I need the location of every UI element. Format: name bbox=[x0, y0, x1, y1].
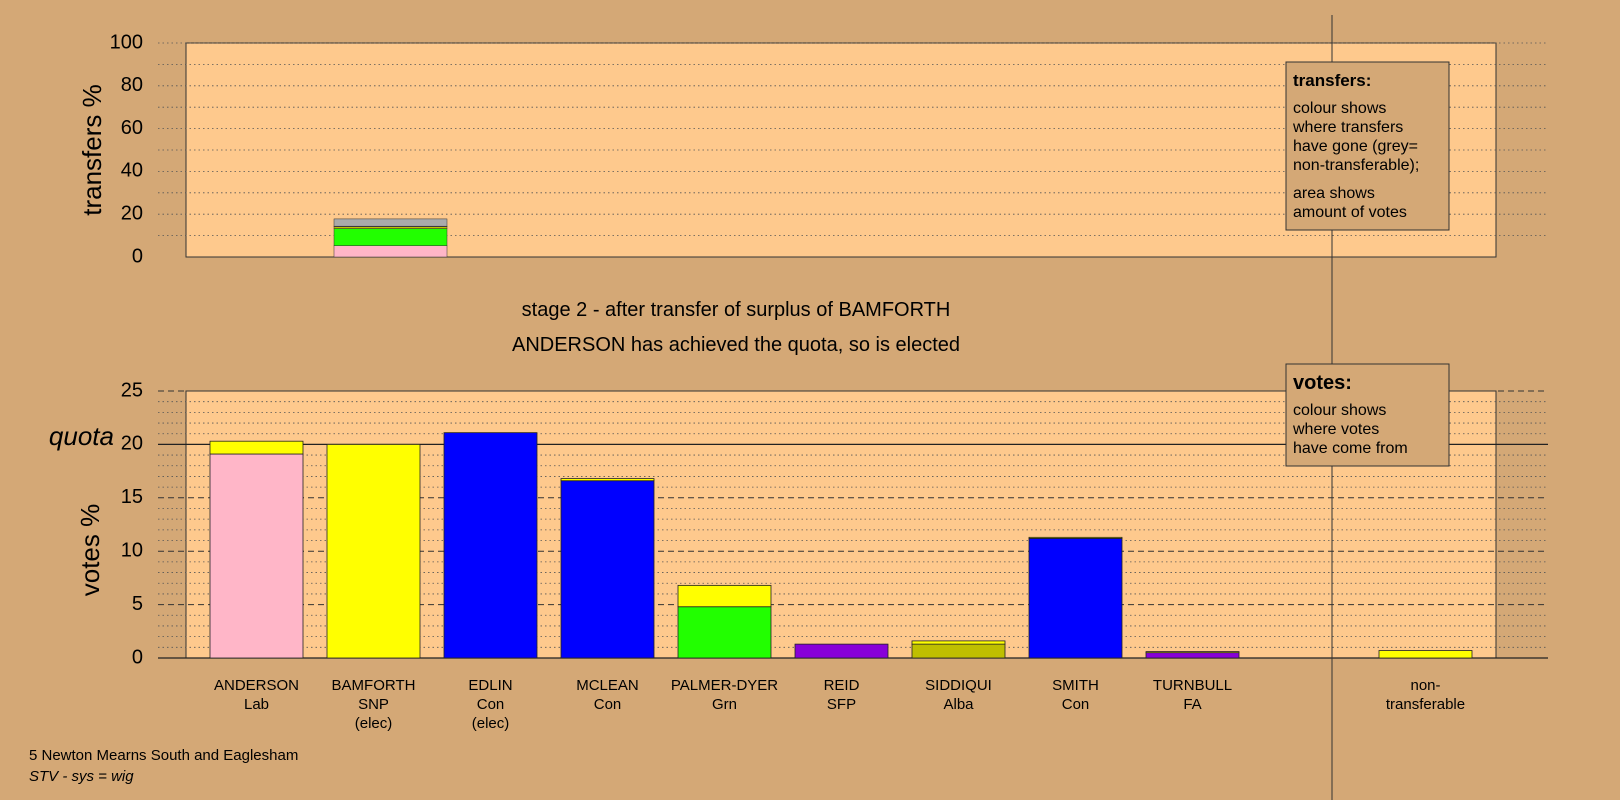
candidate-name: REID bbox=[824, 677, 860, 694]
transfers-legend-line: amount of votes bbox=[1293, 204, 1407, 221]
vote-segment bbox=[1145, 652, 1240, 659]
transfers-legend-line: where transfers bbox=[1292, 119, 1403, 136]
ward-name: 5 Newton Mearns South and Eaglesham bbox=[29, 747, 298, 764]
vote-segment bbox=[1028, 536, 1123, 539]
votes-legend-title: votes: bbox=[1293, 372, 1352, 394]
candidate-party: FA bbox=[1183, 696, 1201, 713]
votes-bars bbox=[209, 432, 1473, 659]
vote-segment bbox=[326, 443, 421, 659]
transfer-segment bbox=[333, 245, 448, 258]
vote-segment bbox=[209, 440, 304, 455]
nontransferable-label: transferable bbox=[1386, 696, 1465, 713]
candidate-labels: ANDERSON Lab BAMFORTH SNP (elec) EDLIN Con (ele… bbox=[214, 677, 1465, 732]
votes-tick-label: 20 bbox=[121, 433, 143, 455]
candidate-label: MCLEAN Con bbox=[576, 677, 639, 713]
candidate-party: SFP bbox=[827, 696, 856, 713]
votes-legend-line: colour shows bbox=[1293, 402, 1386, 419]
transfer-segment bbox=[333, 218, 448, 227]
transfers-tick-label: 20 bbox=[121, 202, 143, 224]
transfers-tick-label: 60 bbox=[121, 117, 143, 139]
candidate-party: Con bbox=[1062, 696, 1090, 713]
vote-segment bbox=[1028, 537, 1123, 659]
vote-segment bbox=[443, 432, 538, 659]
vote-segment bbox=[911, 643, 1006, 659]
votes-tick-labels: 0 5 10 15 20 25 bbox=[121, 379, 143, 668]
candidate-label: ANDERSON Lab bbox=[214, 677, 299, 713]
vote-segment bbox=[677, 606, 772, 659]
votes-tick-label: 0 bbox=[132, 646, 143, 668]
candidate-party: Alba bbox=[943, 696, 974, 713]
vote-segment bbox=[794, 643, 889, 659]
vote-segment bbox=[560, 478, 655, 482]
candidate-name: SIDDIQUI bbox=[925, 677, 992, 694]
transfers-tick-labels: 0 20 40 60 80 100 bbox=[110, 31, 143, 267]
transfers-tick-label: 80 bbox=[121, 74, 143, 96]
transfers-legend-line: non-transferable); bbox=[1293, 157, 1419, 174]
votes-tick-label: 15 bbox=[121, 486, 143, 508]
candidate-label: BAMFORTH SNP (elec) bbox=[332, 677, 416, 732]
transfers-legend-line: have gone (grey= bbox=[1293, 138, 1418, 155]
candidate-label: REID SFP bbox=[824, 677, 860, 713]
transfers-tick-label: 40 bbox=[121, 160, 143, 182]
candidate-label: PALMER-DYER Grn bbox=[671, 677, 778, 713]
vote-segment bbox=[560, 480, 655, 659]
candidate-name: EDLIN bbox=[468, 677, 512, 694]
candidate-label: EDLIN Con (elec) bbox=[468, 677, 512, 732]
votes-chart: 0 5 10 15 20 25 votes % quota bbox=[49, 379, 1548, 668]
quota-label: quota bbox=[49, 421, 114, 451]
candidate-label: SMITH Con bbox=[1052, 677, 1099, 713]
candidate-party: Lab bbox=[244, 696, 269, 713]
candidate-status: (elec) bbox=[355, 715, 393, 732]
candidate-name: SMITH bbox=[1052, 677, 1099, 694]
candidate-party: Grn bbox=[712, 696, 737, 713]
transfers-legend-line: colour shows bbox=[1293, 100, 1386, 117]
votes-legend-box bbox=[1285, 363, 1450, 467]
vote-segment bbox=[911, 640, 1006, 645]
candidate-party: SNP bbox=[358, 696, 389, 713]
candidate-party: Con bbox=[594, 696, 622, 713]
candidate-label: SIDDIQUI Alba bbox=[925, 677, 992, 713]
candidate-status: (elec) bbox=[472, 715, 510, 732]
voting-system: STV - sys = wig bbox=[29, 768, 134, 785]
candidate-name: BAMFORTH bbox=[332, 677, 416, 694]
votes-legend-line: where votes bbox=[1292, 421, 1379, 438]
votes-legend: votes: colour shows where votes have com… bbox=[1285, 363, 1450, 467]
transfers-legend: transfers: colour shows where transfers … bbox=[1285, 61, 1450, 231]
candidate-party: Con bbox=[477, 696, 505, 713]
vote-segment bbox=[209, 453, 304, 659]
stage-subtitle: ANDERSON has achieved the quota, so is e… bbox=[512, 334, 960, 356]
candidate-name: PALMER-DYER bbox=[671, 677, 778, 694]
candidate-label: TURNBULL FA bbox=[1153, 677, 1232, 713]
transfers-legend-box bbox=[1285, 61, 1450, 231]
transfer-segment bbox=[333, 226, 448, 229]
votes-tick-label: 5 bbox=[132, 593, 143, 615]
votes-legend-line: have come from bbox=[1293, 440, 1408, 457]
transfers-legend-line: area shows bbox=[1293, 185, 1375, 202]
candidate-name: ANDERSON bbox=[214, 677, 299, 694]
nontransferable-label: non- bbox=[1410, 677, 1440, 694]
transfer-segment bbox=[333, 228, 448, 246]
transfers-legend-title: transfers: bbox=[1293, 71, 1371, 90]
vote-segment bbox=[677, 584, 772, 608]
vote-segment bbox=[1378, 650, 1473, 659]
candidate-name: MCLEAN bbox=[576, 677, 639, 694]
transfers-tick-label: 0 bbox=[132, 245, 143, 267]
candidate-name: TURNBULL bbox=[1153, 677, 1232, 694]
votes-tick-label: 25 bbox=[121, 379, 143, 401]
transfers-tick-label: 100 bbox=[110, 31, 143, 53]
transfers-bars bbox=[333, 218, 448, 258]
votes-axis-title: votes % bbox=[75, 504, 105, 597]
transfers-chart: 0 20 40 60 80 100 transfers % bbox=[77, 31, 1548, 267]
stage-title: stage 2 - after transfer of surplus of B… bbox=[522, 299, 951, 321]
votes-tick-label: 10 bbox=[121, 539, 143, 561]
vote-segment bbox=[1145, 651, 1240, 654]
transfers-axis-title: transfers % bbox=[77, 84, 107, 216]
